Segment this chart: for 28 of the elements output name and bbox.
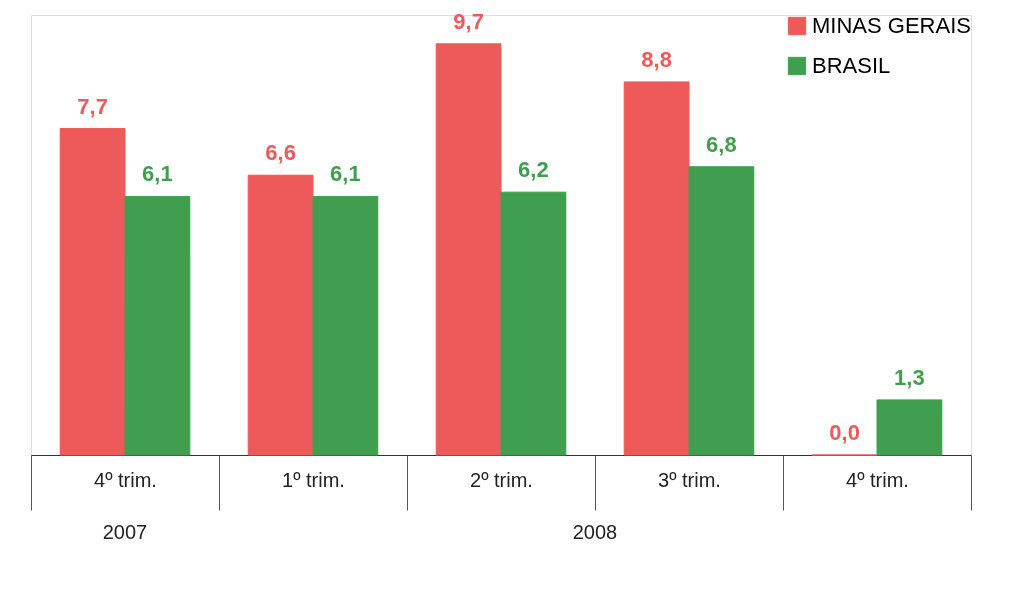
x-tick-label: 1º trim. [282, 468, 345, 491]
bar [59, 128, 126, 456]
data-label: 6,1 [330, 161, 361, 187]
data-label: 6,6 [265, 140, 296, 166]
data-label: 8,8 [641, 46, 672, 72]
x-tick-label: 4º trim. [94, 468, 157, 491]
data-label: 0,0 [829, 420, 860, 445]
bar [435, 43, 502, 456]
x-tick-label: 3º trim. [658, 468, 721, 491]
legend-label: BRASIL [812, 53, 891, 78]
bar [247, 174, 314, 456]
bar [688, 166, 755, 456]
bar [312, 195, 379, 456]
text: 2007 [102, 521, 148, 543]
data-label: 6,1 [142, 161, 173, 187]
data-label: 6,8 [706, 131, 737, 157]
data-label: 1,3 [894, 364, 925, 390]
x-tick-label: 4º trim. [846, 468, 909, 491]
data-label: 7,7 [77, 93, 108, 119]
bar [124, 195, 191, 456]
bar [500, 191, 567, 456]
x-tick-label: 2º trim. [470, 468, 533, 491]
data-label: 9,7 [453, 8, 484, 34]
bar [623, 81, 690, 456]
legend-label: MINAS GERAIS [812, 13, 971, 38]
data-label: 6,2 [518, 157, 549, 183]
text: 2008 [572, 521, 618, 543]
bar [876, 399, 943, 456]
